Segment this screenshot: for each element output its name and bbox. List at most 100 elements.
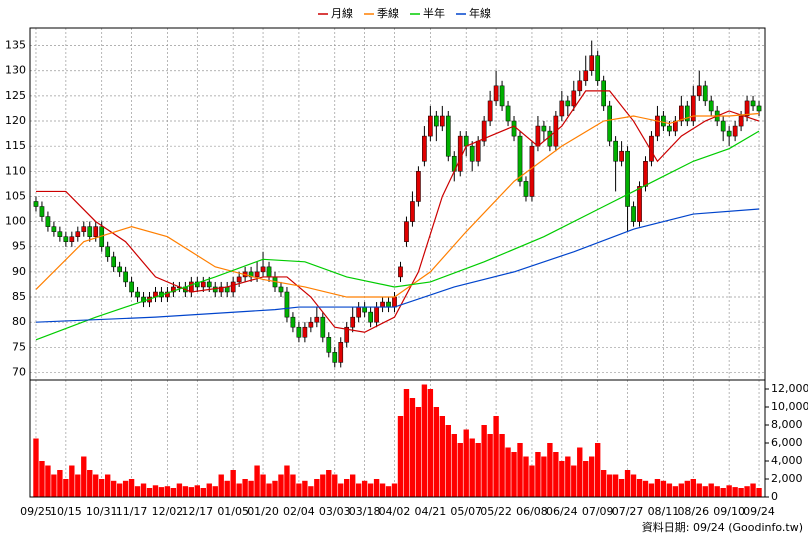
- x-tick-label: 08/11: [648, 505, 680, 518]
- legend-label: 年線: [469, 6, 491, 20]
- volume-bar: [738, 488, 744, 497]
- x-tick-label: 10/15: [50, 505, 82, 518]
- volume-bar: [349, 474, 356, 497]
- candle-body: [326, 337, 332, 353]
- volume-bar: [571, 465, 577, 497]
- candle-body: [493, 85, 499, 102]
- volume-bar: [176, 483, 183, 497]
- candle-body: [165, 291, 170, 298]
- y-tick-label: 130: [5, 64, 26, 77]
- volume-bar: [529, 465, 535, 497]
- x-tick-label: 03/18: [349, 505, 381, 518]
- volume-bar: [302, 480, 308, 497]
- volume-bar: [355, 483, 362, 497]
- x-tick-label: 04/02: [379, 505, 411, 518]
- candle-body: [374, 306, 379, 323]
- candle-body: [302, 326, 308, 338]
- y-tick-label: 115: [5, 139, 26, 152]
- x-tick-label: 09/10: [713, 505, 745, 518]
- x-tick-label: 12/17: [181, 505, 213, 518]
- y-tick-label: 95: [12, 240, 26, 253]
- volume-bar: [469, 438, 475, 497]
- volume-bar: [696, 483, 702, 497]
- volume-bar: [421, 384, 428, 497]
- candle-body: [39, 206, 45, 217]
- volume-bar: [654, 479, 661, 497]
- candle-body: [661, 115, 666, 127]
- volume-bar: [481, 425, 487, 497]
- volume-bar: [403, 389, 410, 497]
- volume-bar: [188, 487, 195, 497]
- candle-body: [248, 271, 254, 278]
- candle-body: [81, 226, 87, 232]
- volume-bar: [63, 479, 69, 497]
- volume-bar: [702, 486, 708, 497]
- volume-bar: [451, 434, 457, 497]
- candle-body: [529, 145, 535, 197]
- volume-bar: [594, 443, 601, 497]
- candle-body: [613, 140, 618, 162]
- candle-body: [505, 105, 511, 122]
- volume-bar: [630, 474, 637, 497]
- y-tick-label: 110: [5, 164, 26, 177]
- candle-body: [637, 186, 642, 222]
- volume-bar: [523, 456, 529, 497]
- candle-body: [75, 231, 81, 237]
- y-tick-label: 125: [5, 89, 26, 102]
- ma-line: [35, 112, 760, 298]
- volume-bar: [624, 470, 631, 497]
- volume-bar: [642, 480, 649, 497]
- candle-body: [117, 266, 122, 273]
- candle-body: [45, 216, 51, 227]
- y2-tick-label: 12,000: [771, 382, 808, 395]
- candle-body: [434, 115, 439, 127]
- candle-body: [57, 231, 63, 237]
- y2-tick-label: 4,000: [771, 454, 803, 467]
- x-tick-label: 06/24: [546, 505, 578, 518]
- candle-body: [631, 206, 636, 222]
- volume-bar: [272, 480, 278, 497]
- volume-bar: [51, 474, 57, 497]
- volume-bar: [212, 486, 218, 497]
- volume-bar: [158, 487, 165, 497]
- candle-body: [404, 221, 409, 242]
- candle-body: [535, 125, 541, 147]
- x-tick-label: 10/31: [86, 505, 118, 518]
- volume-bar: [39, 461, 45, 497]
- volume-bar: [99, 479, 105, 497]
- y-tick-label: 85: [12, 290, 26, 303]
- volume-bar: [583, 461, 589, 497]
- candle-body: [720, 120, 726, 132]
- candle-body: [236, 276, 242, 283]
- volume-bar: [391, 483, 398, 497]
- candle-body: [344, 326, 350, 343]
- candle-body: [33, 201, 39, 207]
- candle-body: [756, 105, 762, 112]
- candle-body: [589, 55, 595, 71]
- x-tick-label: 11/17: [116, 505, 148, 518]
- volume-bar: [81, 456, 87, 497]
- candle-body: [655, 115, 660, 137]
- volume-bar: [164, 486, 171, 497]
- candle-body: [463, 135, 469, 147]
- volume-bar: [146, 488, 153, 497]
- candle-body: [601, 80, 607, 107]
- candle-body: [200, 281, 206, 288]
- volume-bar: [493, 416, 499, 497]
- candle-body: [439, 115, 445, 127]
- volume-bar: [200, 488, 206, 497]
- candle-body: [51, 226, 57, 232]
- volume-bar: [559, 461, 565, 497]
- candle-body: [595, 55, 601, 82]
- volume-bar: [33, 438, 39, 497]
- volume-bar: [612, 474, 619, 497]
- footer-note: 資料日期: 09/24 (Goodinfo.tw): [642, 520, 803, 534]
- candle-body: [571, 90, 577, 107]
- volume-bar: [284, 465, 290, 497]
- price-frame: [29, 27, 766, 381]
- volume-bar: [344, 479, 350, 497]
- candle-body: [481, 120, 487, 142]
- candle-body: [428, 115, 433, 137]
- candle-body: [684, 105, 690, 122]
- candle-body: [511, 120, 517, 137]
